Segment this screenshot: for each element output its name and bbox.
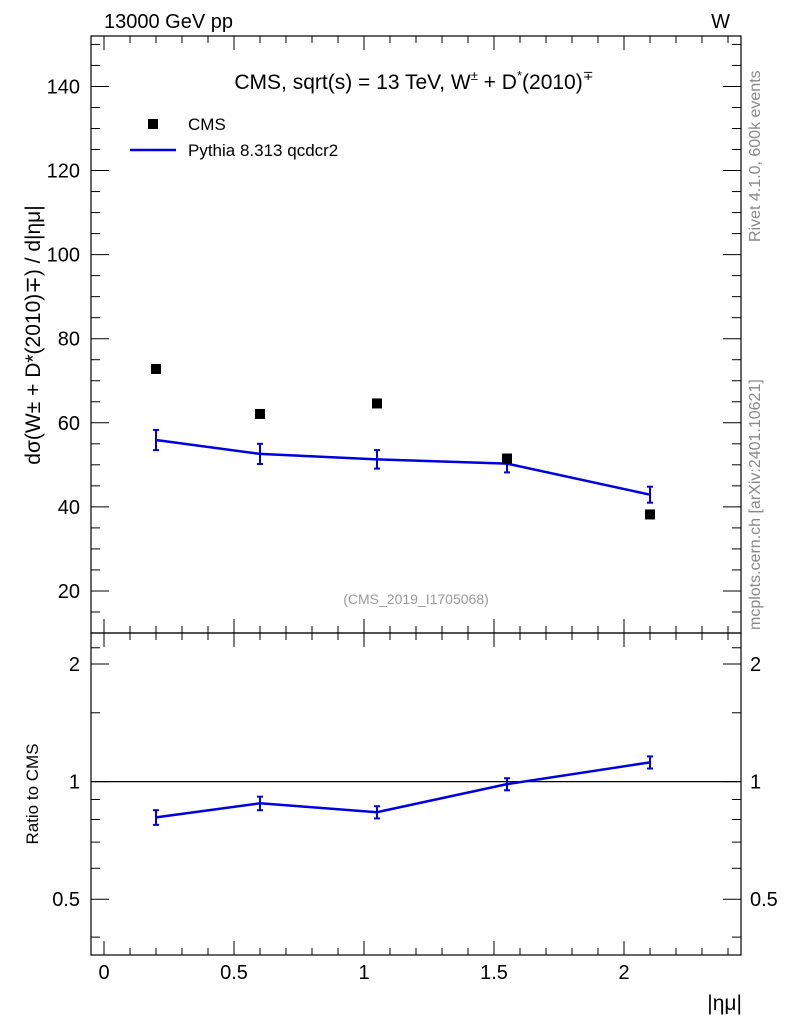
analysis-watermark: (CMS_2019_I1705068) [343, 591, 489, 607]
legend-cms-label: CMS [188, 115, 226, 134]
ratio-series-line [155, 761, 651, 819]
y-tick-label: 20 [58, 581, 80, 603]
cms-data-point [255, 408, 265, 419]
legend: CMS Pythia 8.313 qcdcr2 [130, 115, 338, 160]
y-tick-label: 140 [47, 76, 80, 98]
ratio-y-tick-label: 0.5 [52, 889, 80, 911]
x-tick-label: 1.5 [480, 962, 508, 984]
ratio-y-tick-label: 2 [69, 654, 80, 676]
pythia-series-line [155, 438, 651, 496]
y-tick-label: 120 [47, 161, 80, 183]
y-tick-label: 100 [47, 245, 80, 267]
main-y-axis-label: dσ(W± + D*(2010)∓) / d|ημ| [22, 205, 45, 464]
ratio-plot-marks [153, 755, 653, 826]
ratio-y-tick-labels: 0.5 1 2 0.5 1 2 [52, 654, 778, 911]
main-y-tick-labels: 20 40 60 80 100 120 140 [47, 76, 80, 603]
ratio-plot-frame [90, 632, 742, 956]
chart-title: CMS, sqrt(s) = 13 TeV, W± + D*(2010)∓ [234, 68, 593, 94]
x-axis-label: |ημ| [707, 992, 742, 1015]
legend-mc-label: Pythia 8.313 qcdcr2 [188, 141, 338, 160]
rivet-version-label: Rivet 4.1.0, 600k events [747, 70, 764, 242]
ratio-y-tick-label: 1 [69, 772, 80, 794]
x-tick-label: 2 [618, 962, 629, 984]
ratio-y-tick-label-right: 1 [750, 772, 761, 794]
x-tick-label: 1 [358, 962, 369, 984]
y-tick-label: 40 [58, 497, 80, 519]
x-tick-label: 0.5 [220, 962, 248, 984]
cms-data-point [372, 398, 382, 409]
ratio-y-axis-label: Ratio to CMS [23, 743, 42, 844]
header-energy-label: 13000 GeV pp [104, 11, 233, 33]
cms-data-point [151, 363, 161, 374]
legend-cms-marker [148, 119, 158, 129]
y-tick-label: 60 [58, 413, 80, 435]
y-tick-label: 80 [58, 329, 80, 351]
ratio-y-tick-label-right: 0.5 [750, 889, 778, 911]
axis-ticks [91, 36, 741, 955]
x-tick-labels: 0 0.5 1 1.5 2 [98, 962, 629, 984]
mcplots-source-label: mcplots.cern.ch [arXiv:2401.10621] [747, 379, 764, 630]
cms-data-point [502, 453, 512, 464]
ratio-y-tick-label-right: 2 [750, 654, 761, 676]
x-tick-label: 0 [98, 962, 109, 984]
header-process-label: W [711, 11, 730, 33]
main-plot-marks [151, 363, 655, 520]
cms-data-point [645, 509, 655, 520]
